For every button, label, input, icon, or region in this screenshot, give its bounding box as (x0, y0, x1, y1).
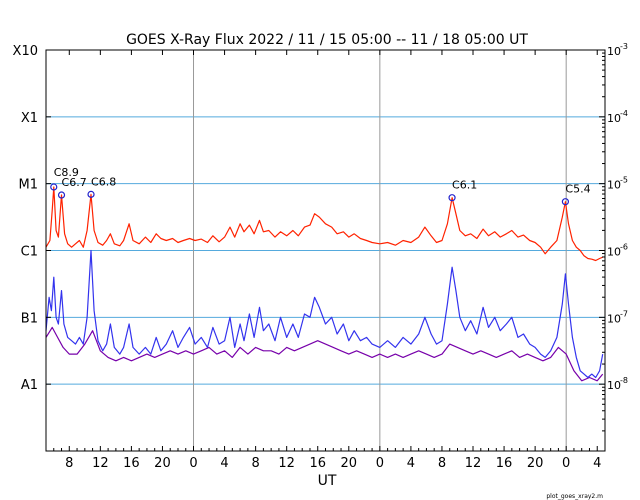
flare-marker (87, 190, 95, 198)
flare-label: C5.4 (565, 183, 590, 196)
right-tick-base: 10 (607, 179, 621, 192)
credit-label: plot_goes_xray2.m (546, 493, 603, 500)
flare-label: C8.9 (54, 166, 79, 179)
flare-marker (448, 194, 456, 202)
x-tick-label: 0 (189, 456, 197, 471)
x-tick-label: 4 (593, 456, 601, 471)
flare-label: C6.7 (62, 176, 87, 189)
right-tick-base: 10 (607, 246, 621, 259)
x-tick-label: 8 (65, 456, 73, 471)
flux-series-1 (45, 326, 604, 382)
x-tick-label: 16 (496, 456, 513, 471)
right-tick-exponent: -3 (620, 42, 628, 51)
right-tick-exponent: -7 (620, 309, 628, 318)
right-tick-base: 10 (607, 379, 621, 392)
flare-marker (57, 191, 66, 199)
x-tick-label: 0 (376, 456, 384, 471)
right-tick-exponent: -4 (620, 109, 628, 118)
x-tick-label: 4 (407, 456, 415, 471)
right-tick-base: 10 (607, 112, 621, 125)
right-tick-base: 10 (607, 312, 621, 325)
x-tick-label: 12 (278, 456, 295, 471)
flare-marker (561, 198, 570, 206)
flux-series-0 (45, 186, 603, 262)
right-tick-exponent: -5 (620, 176, 628, 185)
x-tick-label: 16 (309, 456, 326, 471)
x-tick-label: 12 (465, 456, 482, 471)
x-tick-label: 20 (341, 456, 358, 471)
flare-annotations: C8.9C6.7 C6.8 C6.1 C5.4 (50, 166, 591, 206)
x-axis-label: UT (318, 473, 337, 489)
x-tick-label: 4 (220, 456, 228, 471)
flux-series-2 (45, 249, 604, 379)
flare-marker (50, 183, 58, 191)
class-label: X10 (13, 44, 38, 59)
x-tick-label: 20 (154, 456, 171, 471)
class-label: C1 (21, 245, 38, 260)
x-tick-label: 8 (251, 456, 259, 471)
x-tick-label: 20 (527, 456, 544, 471)
flare-label: C6.1 (452, 179, 477, 192)
class-label: A1 (21, 378, 38, 393)
chart-title: GOES X-Ray Flux 2022 / 11 / 15 05:00 -- … (126, 32, 528, 48)
class-label: X1 (21, 111, 38, 126)
right-tick-exponent: -8 (620, 376, 628, 385)
x-tick-label: 16 (123, 456, 140, 471)
right-tick-base: 10 (607, 45, 621, 58)
right-tick-exponent: -6 (620, 243, 628, 252)
flare-label: C6.8 (91, 175, 116, 188)
class-label: M1 (19, 178, 39, 193)
grid-lines (46, 50, 605, 451)
class-label: B1 (21, 311, 38, 326)
x-tick-label: 12 (92, 456, 109, 471)
series-lines (45, 186, 604, 382)
x-tick-label: 0 (562, 456, 570, 471)
x-tick-label: 8 (438, 456, 446, 471)
